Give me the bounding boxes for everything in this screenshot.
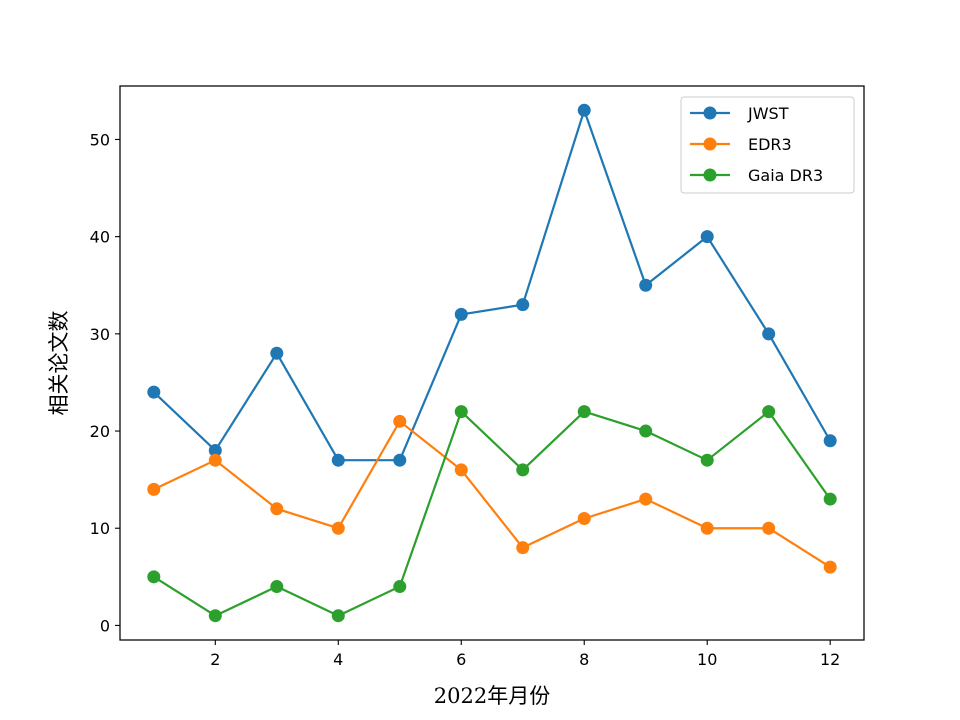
- legend-box: [680, 96, 855, 194]
- y-tick-label: 50: [90, 130, 110, 149]
- y-tick-label: 10: [90, 519, 110, 538]
- data-point-edr3: [577, 512, 591, 526]
- data-point-jwst: [823, 434, 837, 448]
- data-point-edr3: [147, 482, 161, 496]
- data-point-edr3: [700, 521, 714, 535]
- data-point-gaia-dr3: [823, 492, 837, 506]
- data-point-edr3: [639, 492, 653, 506]
- data-point-gaia-dr3: [208, 609, 222, 623]
- data-point-edr3: [454, 463, 468, 477]
- plot-frame: [119, 85, 865, 641]
- data-point-jwst: [208, 443, 222, 457]
- y-axis-label: 相关论文数: [47, 311, 71, 416]
- data-point-gaia-dr3: [393, 580, 407, 594]
- data-point-edr3: [762, 521, 776, 535]
- data-point-jwst: [700, 230, 714, 244]
- data-point-jwst: [577, 103, 591, 117]
- series-layer: [147, 103, 837, 623]
- series-line-jwst: [153, 109, 832, 462]
- legend-marker-jwst: [703, 106, 717, 120]
- data-point-gaia-dr3: [700, 453, 714, 467]
- legend: JWST EDR3 Gaia DR3: [680, 96, 855, 194]
- legend-label-edr3: EDR3: [748, 135, 792, 154]
- data-point-edr3: [208, 453, 222, 467]
- data-point-jwst: [147, 385, 161, 399]
- series-line-gaia-dr3: [153, 410, 832, 617]
- data-point-jwst: [639, 278, 653, 292]
- legend-label-jwst: JWST: [747, 104, 789, 123]
- data-point-gaia-dr3: [762, 405, 776, 419]
- data-point-edr3: [516, 541, 530, 555]
- data-point-jwst: [331, 453, 345, 467]
- series-line-edr3: [153, 420, 831, 569]
- data-point-edr3: [270, 502, 284, 516]
- data-point-jwst: [454, 307, 468, 321]
- x-tick-label: 8: [579, 650, 589, 669]
- data-point-jwst: [762, 327, 776, 341]
- x-tick-label: 4: [333, 650, 343, 669]
- data-point-gaia-dr3: [331, 609, 345, 623]
- y-tick-label: 40: [90, 228, 110, 247]
- x-axis-label: 2022年月份: [434, 684, 550, 708]
- x-axis-ticks: 2 4 6 8 10 12: [210, 640, 840, 669]
- legend-marker-edr3: [703, 137, 717, 151]
- data-point-gaia-dr3: [516, 463, 530, 477]
- data-point-edr3: [331, 521, 345, 535]
- x-tick-label: 10: [697, 650, 717, 669]
- data-point-jwst: [270, 346, 284, 360]
- data-point-jwst: [393, 453, 407, 467]
- x-tick-label: 2: [210, 650, 220, 669]
- data-point-gaia-dr3: [577, 405, 591, 419]
- y-tick-label: 0: [100, 616, 110, 635]
- data-point-gaia-dr3: [147, 570, 161, 584]
- data-point-gaia-dr3: [639, 424, 653, 438]
- data-point-gaia-dr3: [454, 405, 468, 419]
- data-point-jwst: [516, 298, 530, 312]
- y-tick-label: 20: [90, 422, 110, 441]
- legend-label-gaia-dr3: Gaia DR3: [748, 166, 823, 185]
- x-tick-label: 12: [820, 650, 840, 669]
- data-point-gaia-dr3: [270, 580, 284, 594]
- y-tick-label: 30: [90, 325, 110, 344]
- x-tick-label: 6: [456, 650, 466, 669]
- y-axis-ticks: 0 10 20 30 40 50: [90, 130, 120, 635]
- data-point-edr3: [823, 560, 837, 574]
- data-point-edr3: [393, 414, 407, 428]
- legend-marker-gaia-dr3: [703, 168, 717, 182]
